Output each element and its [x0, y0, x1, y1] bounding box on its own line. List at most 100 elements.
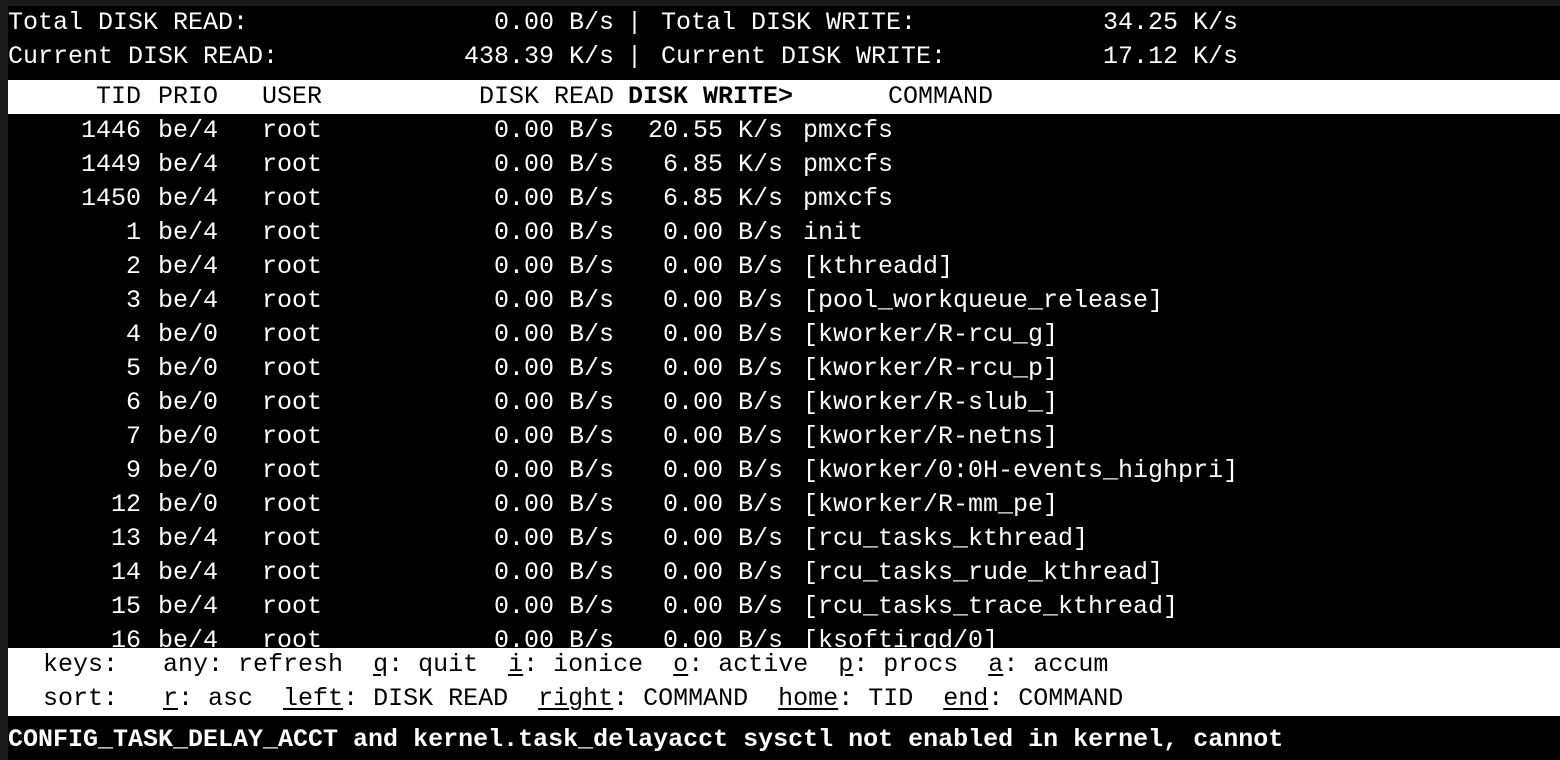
cell-disk-write: 0.00 B/s	[662, 320, 783, 349]
column-header-command[interactable]: COMMAND	[888, 82, 994, 111]
cell-user: root	[262, 422, 323, 451]
total-read-value: 0.00 B/s	[493, 8, 614, 37]
table-row[interactable]: 1449 be/4 root 0.00 B/s 6.85 K/s pmxcfs	[8, 148, 1560, 182]
cell-command: [kworker/0:0H-events_highpri]	[803, 456, 1239, 485]
table-row[interactable]: 5 be/0 root 0.00 B/s 0.00 B/s [kworker/R-rcu_…	[8, 352, 1560, 386]
footer-key-r[interactable]: r: asc	[163, 684, 253, 713]
cell-disk-read: 0.00 B/s	[493, 252, 614, 281]
cell-tid: 4	[125, 320, 141, 349]
cell-user: root	[262, 558, 323, 587]
cell-disk-read: 0.00 B/s	[493, 592, 614, 621]
footer-key-end[interactable]: end: COMMAND	[943, 684, 1123, 713]
cell-command: pmxcfs	[803, 116, 894, 145]
current-read-value: 438.39 K/s	[463, 42, 614, 71]
table-row[interactable]: 9 be/0 root 0.00 B/s 0.00 B/s [kworker/0:0H-e…	[8, 454, 1560, 488]
cell-disk-write: 0.00 B/s	[662, 252, 783, 281]
footer-key-i[interactable]: i: ionice	[508, 650, 643, 679]
table-row[interactable]: 1 be/4 root 0.00 B/s 0.00 B/s init	[8, 216, 1560, 250]
io-summary: Total DISK READ: 0.00 B/s | Total DISK W…	[8, 6, 1560, 74]
cell-user: root	[262, 354, 323, 383]
cell-command: [rcu_tasks_kthread]	[803, 524, 1089, 553]
footer-key-p[interactable]: p: procs	[838, 650, 958, 679]
footer-key-name: left	[283, 684, 344, 713]
cell-disk-read: 0.00 B/s	[493, 116, 614, 145]
cell-tid: 3	[125, 286, 141, 315]
cell-disk-write: 0.00 B/s	[662, 456, 783, 485]
column-header-disk-read[interactable]: DISK READ	[478, 82, 614, 111]
cell-command: [kworker/R-rcu_p]	[803, 354, 1059, 383]
cell-prio: be/4	[158, 286, 219, 315]
table-row[interactable]: 1446 be/4 root 0.00 B/s 20.55 K/s pmxcfs	[8, 114, 1560, 148]
footer-key-action: : COMMAND	[613, 684, 749, 713]
footer-key-a[interactable]: a: accum	[988, 650, 1108, 679]
current-write-value: 17.12 K/s	[1102, 42, 1238, 71]
cell-prio: be/0	[158, 456, 219, 485]
cell-user: root	[262, 320, 323, 349]
table-row[interactable]: 4 be/0 root 0.00 B/s 0.00 B/s [kworker/R-rcu_…	[8, 318, 1560, 352]
cell-user: root	[262, 490, 323, 519]
footer-key-left[interactable]: left: DISK READ	[283, 684, 508, 713]
cell-command: pmxcfs	[803, 150, 894, 179]
cell-user: root	[262, 218, 323, 247]
cell-disk-read: 0.00 B/s	[493, 286, 614, 315]
total-write-value: 34.25 K/s	[1102, 8, 1238, 37]
footer-key-name: a	[988, 650, 1004, 679]
table-row[interactable]: 15 be/4 root 0.00 B/s 0.00 B/s [rcu_tasks_tra…	[8, 590, 1560, 624]
cell-user: root	[262, 388, 323, 417]
cell-disk-write: 0.00 B/s	[662, 218, 783, 247]
cell-disk-read: 0.00 B/s	[493, 388, 614, 417]
footer-gap	[748, 684, 778, 713]
column-header-tid[interactable]: TID	[95, 82, 141, 111]
cell-user: root	[262, 592, 323, 621]
cell-disk-write: 0.00 B/s	[662, 490, 783, 519]
table-header: TID PRIO USER DISK READ DISK WRITE> COMM…	[8, 80, 1560, 114]
footer-keys-row: keys: any: refresh q: quit i: ionice o: …	[8, 648, 1560, 682]
table-row[interactable]: 14 be/4 root 0.00 B/s 0.00 B/s [rcu_tasks_rud…	[8, 556, 1560, 590]
footer-keys-label: keys:	[43, 650, 119, 679]
table-row[interactable]: 7 be/0 root 0.00 B/s 0.00 B/s [kworker/R-netn…	[8, 420, 1560, 454]
table-row[interactable]: 13 be/4 root 0.00 B/s 0.00 B/s [rcu_tasks_kth…	[8, 522, 1560, 556]
summary-row-total: Total DISK READ: 0.00 B/s | Total DISK W…	[8, 6, 1560, 40]
cell-user: root	[262, 252, 323, 281]
footer-key-action: : DISK READ	[343, 684, 509, 713]
terminal-surface[interactable]: Total DISK READ: 0.00 B/s | Total DISK W…	[8, 6, 1560, 760]
footer-key-action: : COMMAND	[988, 684, 1124, 713]
cell-command: [kworker/R-slub_]	[803, 388, 1059, 417]
footer-keys-list[interactable]: any: refresh q: quit i: ionice o: active…	[163, 648, 1108, 682]
footer-key-name: home	[778, 684, 839, 713]
process-list[interactable]: 1446 be/4 root 0.00 B/s 20.55 K/s pmxcfs 1449 b…	[8, 114, 1560, 658]
footer-key-o[interactable]: o: active	[673, 650, 808, 679]
footer-key-action: : procs	[853, 650, 959, 679]
table-row[interactable]: 2 be/4 root 0.00 B/s 0.00 B/s [kthreadd]	[8, 250, 1560, 284]
table-row[interactable]: 6 be/0 root 0.00 B/s 0.00 B/s [kworker/R-slub…	[8, 386, 1560, 420]
cell-disk-read: 0.00 B/s	[493, 184, 614, 213]
cell-command: [pool_workqueue_release]	[803, 286, 1164, 315]
cell-command: init	[803, 218, 864, 247]
cell-disk-read: 0.00 B/s	[493, 354, 614, 383]
cell-command: pmxcfs	[803, 184, 894, 213]
footer-sort-list[interactable]: r: asc left: DISK READ right: COMMAND ho…	[163, 682, 1123, 716]
column-header-prio[interactable]: PRIO	[158, 82, 219, 111]
column-header-user[interactable]: USER	[262, 82, 323, 111]
summary-separator-2: |	[627, 42, 643, 71]
footer-key-action: : asc	[178, 684, 254, 713]
footer-gap	[808, 650, 838, 679]
cell-command: [kthreadd]	[803, 252, 954, 281]
footer-gap	[913, 684, 943, 713]
cell-disk-write: 0.00 B/s	[662, 558, 783, 587]
table-row[interactable]: 3 be/4 root 0.00 B/s 0.00 B/s [pool_workqueue…	[8, 284, 1560, 318]
column-header-disk-write[interactable]: DISK WRITE>	[628, 82, 794, 111]
footer-key-home[interactable]: home: TID	[778, 684, 913, 713]
cell-tid: 5	[125, 354, 141, 383]
footer-key-name: o	[673, 650, 689, 679]
footer-key-name: p	[838, 650, 854, 679]
table-row[interactable]: 12 be/0 root 0.00 B/s 0.00 B/s [kworker/R-mm_…	[8, 488, 1560, 522]
current-read-label: Current DISK READ:	[8, 42, 279, 71]
footer-key-q[interactable]: q: quit	[373, 650, 478, 679]
footer-key-any[interactable]: any: refresh	[163, 650, 343, 679]
cell-tid: 7	[125, 422, 141, 451]
footer-key-name: any	[163, 650, 209, 679]
footer-key-right[interactable]: right: COMMAND	[538, 684, 748, 713]
table-row[interactable]: 1450 be/4 root 0.00 B/s 6.85 K/s pmxcfs	[8, 182, 1560, 216]
cell-command: [kworker/R-netns]	[803, 422, 1059, 451]
